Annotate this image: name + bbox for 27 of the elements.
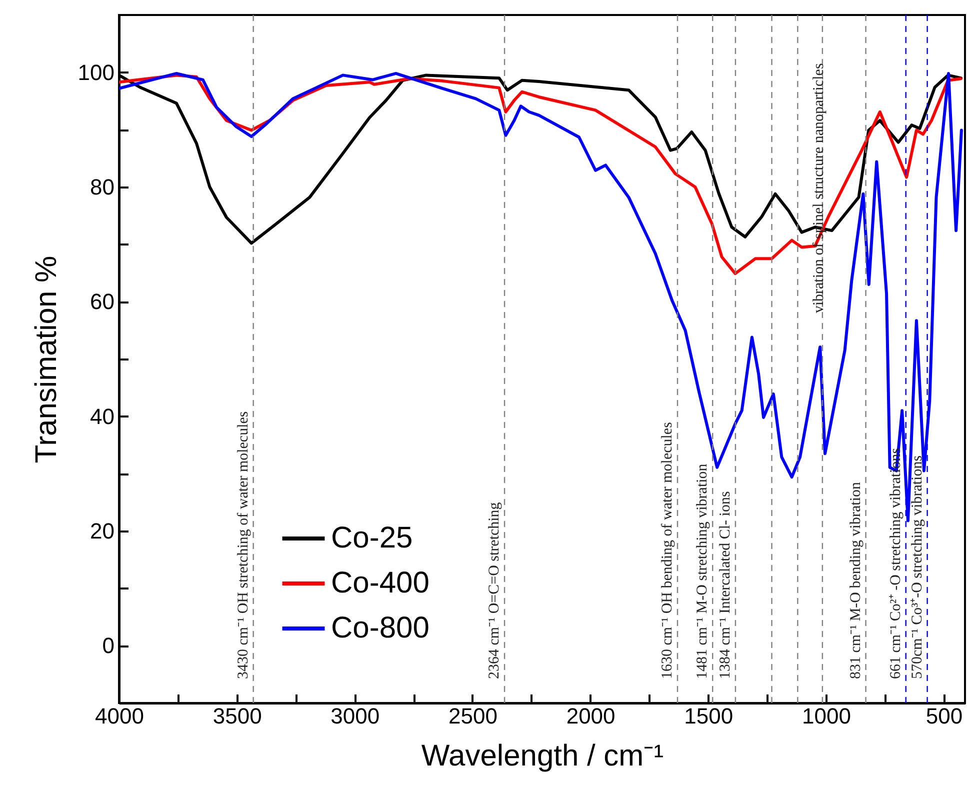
y-tick-label: 80 [90, 174, 114, 200]
ref-line-label: 3430 cm⁻¹ OH stretching of water molecules [235, 411, 252, 679]
ref-line-label: 831 cm⁻¹ M-O bending vibration [848, 482, 864, 679]
ref-line-label: 1384 cm⁻¹ Intercalated Cl- ions [717, 491, 734, 679]
legend-label: Co-25 [331, 522, 413, 554]
y-tick-label: 20 [90, 518, 114, 544]
x-tick-label: 500 [926, 704, 963, 728]
legend-label: Co-800 [331, 612, 430, 644]
x-tick-label: 2000 [566, 704, 616, 728]
ref-line-label: 1630 cm⁻¹ OH bending of water molecules [660, 422, 676, 679]
x-axis-title: Wavelength / cm⁻¹ [421, 740, 664, 772]
y-tick-label: 100 [78, 60, 114, 85]
x-tick-label: 3500 [212, 704, 262, 728]
ref-line-label: 661 cm⁻¹ Co²⁺ -O stretching vibrations [888, 448, 904, 679]
x-tick-label: 2500 [448, 704, 498, 728]
x-tick-label: 1000 [802, 704, 851, 728]
x-tick-label: 1500 [684, 704, 734, 728]
y-axis-title: Transimation % [30, 256, 63, 464]
x-tick-label: 3000 [330, 704, 380, 728]
x-tick-label: 4000 [95, 704, 144, 728]
y-tick-label: 60 [90, 289, 114, 314]
y-tick-label: 40 [90, 404, 114, 429]
legend-label: Co-400 [331, 566, 430, 600]
ref-line-label: 2364 cm⁻¹ O=C=O stretching [486, 502, 503, 679]
ref-line-label: 570cm⁻¹ Co³⁺-O stretching vibrations [909, 455, 926, 679]
ref-line-label: 1481 cm⁻¹ M-O stretching vibration [694, 463, 711, 679]
y-tick-label: 0 [102, 633, 114, 658]
